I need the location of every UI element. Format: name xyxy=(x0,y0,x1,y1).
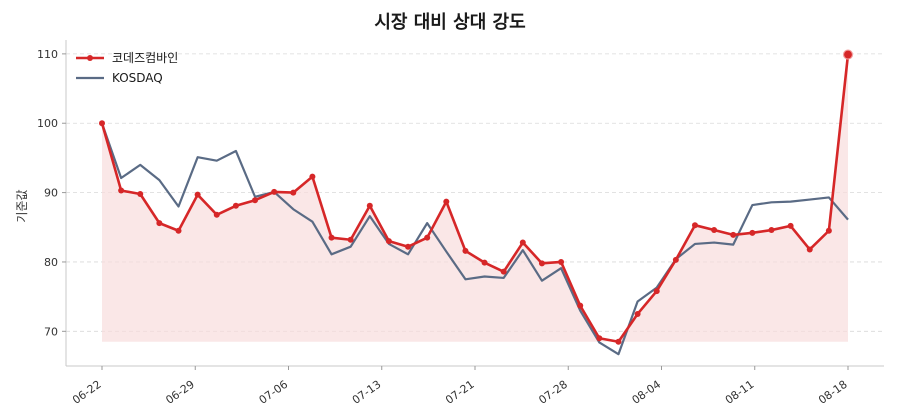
data-point xyxy=(538,260,545,267)
x-ticks: 06-22 06-29 07-06 07-13 07-21 07-28 08-04 08-11… xyxy=(70,366,850,407)
y-tick-label: 80 xyxy=(44,256,58,269)
data-point xyxy=(596,335,603,342)
data-point xyxy=(691,222,698,229)
data-point xyxy=(232,202,239,209)
data-point xyxy=(634,310,641,317)
y-axis-label: 기준값 xyxy=(15,189,29,222)
x-tick-label: 07-28 xyxy=(536,378,570,407)
data-point xyxy=(749,229,756,236)
data-point xyxy=(328,234,335,241)
data-point xyxy=(118,187,125,194)
x-tick-label: 08-18 xyxy=(816,378,850,407)
legend-marker xyxy=(87,55,93,61)
x-tick-label: 08-11 xyxy=(723,378,757,407)
data-point xyxy=(443,198,450,205)
series-line-1 xyxy=(100,122,849,356)
data-point xyxy=(252,197,259,204)
data-point xyxy=(519,239,526,246)
data-point xyxy=(137,190,144,197)
data-point xyxy=(405,243,412,250)
data-point xyxy=(825,227,832,234)
legend-label: 코데즈컴바인 xyxy=(112,51,178,65)
data-point xyxy=(653,288,660,295)
x-tick-label: 06-22 xyxy=(70,378,104,407)
series-line-0 xyxy=(100,54,850,344)
data-point xyxy=(481,259,488,266)
x-tick-label: 08-04 xyxy=(630,378,664,407)
data-point xyxy=(500,268,507,275)
y-tick-label: 100 xyxy=(37,117,58,130)
chart-title: 시장 대비 상대 강도 xyxy=(374,12,525,33)
y-tick-label: 70 xyxy=(44,325,58,338)
y-tick-label: 90 xyxy=(44,187,58,200)
x-tick-label: 06-29 xyxy=(163,378,197,407)
data-point xyxy=(290,189,297,196)
legend-label: KOSDAQ xyxy=(112,71,163,85)
data-point xyxy=(99,120,105,127)
data-point xyxy=(366,202,373,209)
data-point xyxy=(615,338,622,345)
y-ticks: 70 80 90 100 110 xyxy=(37,48,66,338)
data-point xyxy=(309,173,316,180)
data-point xyxy=(730,231,737,238)
data-point xyxy=(424,234,431,241)
data-point xyxy=(842,49,854,60)
data-point xyxy=(213,211,220,218)
data-point xyxy=(347,236,354,243)
x-tick-label: 07-13 xyxy=(350,378,384,407)
data-point xyxy=(711,227,718,234)
y-tick-label: 110 xyxy=(37,48,58,61)
legend: 코데즈컴바인 KOSDAQ xyxy=(76,51,178,85)
data-point xyxy=(806,246,813,253)
series-layer xyxy=(99,49,854,356)
data-point xyxy=(787,222,794,229)
data-point xyxy=(768,227,775,234)
x-tick-label: 07-06 xyxy=(257,378,291,407)
data-point xyxy=(577,302,584,309)
x-tick-label: 07-21 xyxy=(443,378,477,407)
data-point xyxy=(194,191,201,198)
area-fill xyxy=(102,54,848,342)
data-point xyxy=(156,220,163,227)
data-point xyxy=(672,256,679,263)
data-point xyxy=(271,188,278,195)
data-point xyxy=(462,247,469,254)
data-point xyxy=(175,227,182,234)
data-point xyxy=(558,258,565,265)
data-point xyxy=(385,238,392,245)
